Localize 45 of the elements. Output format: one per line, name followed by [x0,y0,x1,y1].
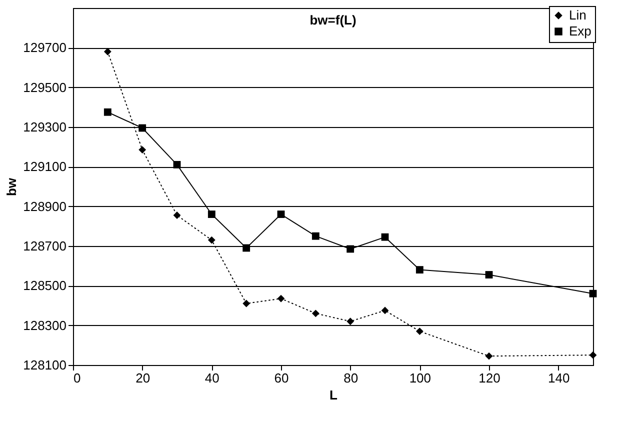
point [381,233,389,241]
point [138,124,146,132]
point [346,318,354,326]
point [485,271,493,278]
y-tick-label: 129300 [23,120,66,134]
y-tick-label: 128100 [23,358,66,372]
y-tick-label: 128700 [23,238,66,254]
y-tick-label: 129700 [23,40,66,56]
point [104,48,112,56]
point [277,294,285,302]
y-tick-label: 128300 [23,318,66,333]
legend-label: Lin [569,8,586,22]
x-tick-label: 100 [409,370,432,386]
x-tick-label: 60 [274,370,289,386]
y-tick-label: 128900 [23,198,66,214]
point [208,236,216,244]
y-tick-label: 129500 [23,80,66,95]
x-tick-label: 80 [344,370,358,386]
point [208,210,216,218]
y-axis-title: bw [4,177,20,196]
point [242,244,250,252]
x-tick-label: 0 [74,370,81,386]
point [346,245,354,253]
point [173,160,181,168]
point [381,306,389,314]
point [416,266,424,274]
point [589,351,597,359]
legend-label: Exp [569,24,592,38]
point [416,328,424,335]
point [242,300,250,308]
point [138,146,146,154]
x-tick-label: 140 [548,370,570,386]
point [277,210,285,218]
x-tick-label: 120 [478,370,500,386]
point [104,108,112,116]
x-tick-label: 40 [204,370,220,386]
x-axis-title: L [330,388,338,402]
x-tick-label: 20 [136,370,150,386]
chart-title: bw=f(L) [310,12,356,28]
point [312,310,320,318]
point [312,232,320,240]
point [589,290,597,298]
y-tick-label: 128500 [23,278,66,294]
point [485,352,493,360]
y-tick-label: 129100 [23,159,66,174]
